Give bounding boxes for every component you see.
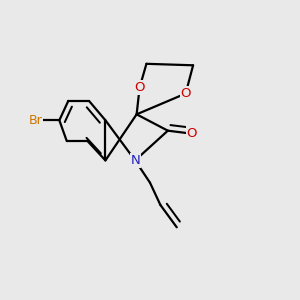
Text: O: O	[180, 87, 191, 100]
Text: N: N	[130, 154, 140, 167]
Text: O: O	[186, 127, 197, 140]
Text: O: O	[134, 81, 145, 94]
Text: Br: Br	[29, 114, 42, 127]
